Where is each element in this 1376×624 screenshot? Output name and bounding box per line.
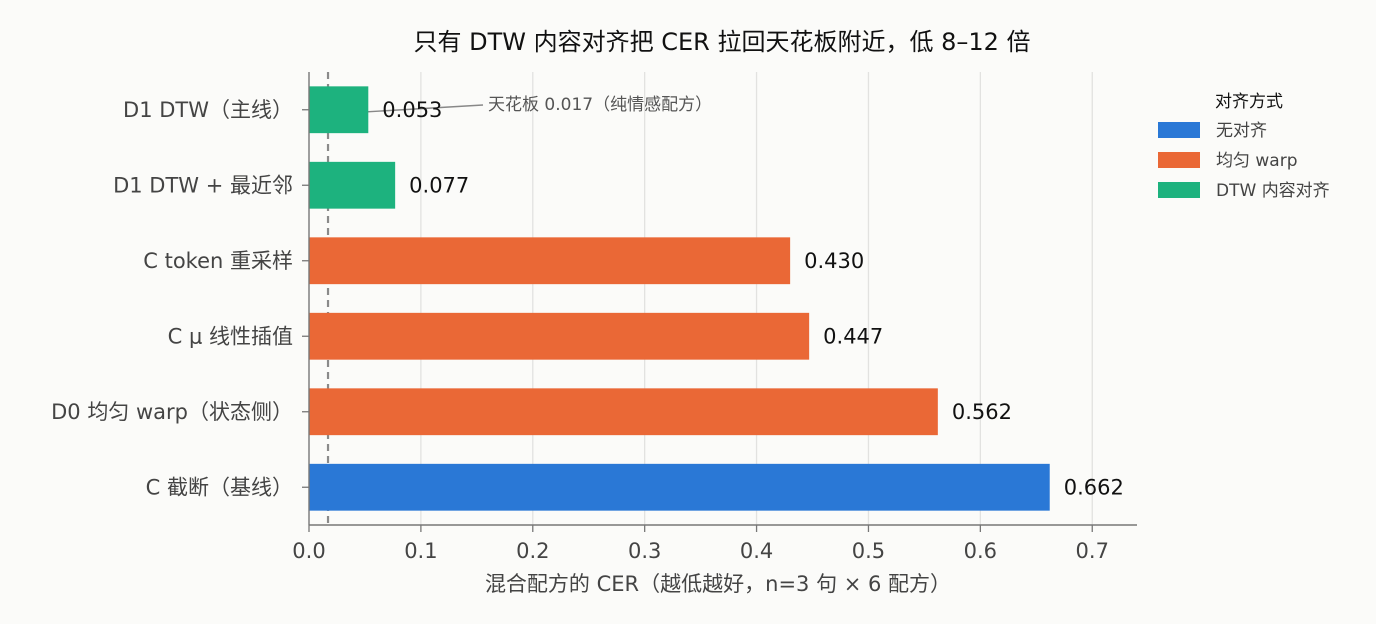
bar xyxy=(309,161,396,209)
bar-value-label: 0.053 xyxy=(382,98,442,122)
legend-title: 对齐方式 xyxy=(1215,92,1283,112)
bar xyxy=(309,312,810,360)
bar xyxy=(309,388,938,436)
bar-value-label: 0.562 xyxy=(952,400,1012,424)
y-tick-label: D1 DTW + 最近邻 xyxy=(113,173,293,197)
bar-value-label: 0.662 xyxy=(1064,475,1124,499)
x-axis-label: 混合配方的 CER（越低越好，n=3 句 × 6 配方） xyxy=(485,572,951,596)
grid-layer xyxy=(420,72,1093,525)
y-tick-label: D0 均匀 warp（状态侧） xyxy=(51,400,293,424)
bar xyxy=(309,237,791,285)
x-tick-label: 0.7 xyxy=(1076,539,1109,563)
bar-value-label: 0.077 xyxy=(409,173,469,197)
y-tick-label: C token 重采样 xyxy=(143,249,293,273)
y-tick-label: D1 DTW（主线） xyxy=(123,98,293,122)
x-tick-label: 0.1 xyxy=(404,539,437,563)
chart-title: 只有 DTW 内容对齐把 CER 拉回天花板附近，低 8–12 倍 xyxy=(413,28,1030,56)
x-tick-label: 0.2 xyxy=(516,539,549,563)
legend-swatch xyxy=(1158,182,1200,198)
legend-label: 无对齐 xyxy=(1216,121,1267,141)
x-tick-label: 0.6 xyxy=(964,539,997,563)
x-tick-label: 0.0 xyxy=(292,539,325,563)
y-tick-label: C 截断（基线） xyxy=(146,475,293,499)
legend-swatch xyxy=(1158,152,1200,168)
y-tick-label: C μ 线性插值 xyxy=(168,324,293,348)
legend-label: DTW 内容对齐 xyxy=(1216,181,1330,201)
bar-value-label: 0.447 xyxy=(823,324,883,348)
x-tick-label: 0.5 xyxy=(852,539,885,563)
reference-layer: 天花板 0.017（纯情感配方） xyxy=(326,72,712,525)
bar xyxy=(309,86,369,134)
legend-label: 均匀 warp xyxy=(1216,151,1298,171)
bars-layer: 0.053 0.077 0.430 0.447 0.562 0.662 xyxy=(309,86,1124,511)
bar-value-label: 0.430 xyxy=(804,249,864,273)
x-tick-label: 0.3 xyxy=(628,539,661,563)
axes-layer: 0.0 0.1 0.2 0.3 0.4 0.5 0.6 0.7 D1 DTW（主线） D1 DTW… xyxy=(51,72,1137,563)
bar xyxy=(309,463,1050,511)
legend-swatch xyxy=(1158,122,1200,138)
x-tick-label: 0.4 xyxy=(740,539,773,563)
ceiling-annotation-label: 天花板 0.017（纯情感配方） xyxy=(488,95,712,115)
